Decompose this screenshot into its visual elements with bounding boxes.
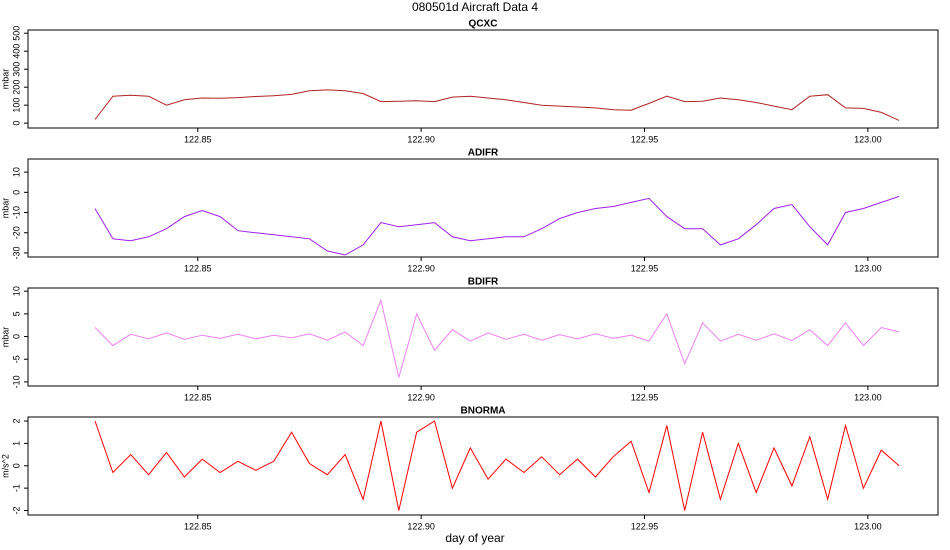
y-tick-label: 100	[11, 98, 21, 113]
y-tick-label: -10	[11, 375, 21, 388]
x-tick-label: 123.00	[854, 263, 882, 273]
panel-title: BNORMA	[461, 406, 506, 417]
data-line	[94, 298, 900, 378]
data-line	[94, 89, 900, 121]
x-axis-label: day of year	[445, 531, 504, 545]
y-tick-label: -5	[11, 355, 21, 363]
y-tick-label: 300	[11, 62, 21, 77]
data-line	[94, 420, 900, 511]
plot-frame	[27, 158, 939, 258]
x-tick-label: 122.95	[631, 392, 659, 402]
y-tick-label: 0	[11, 334, 21, 339]
y-tick-label: 5	[11, 311, 21, 316]
x-tick-label: 122.90	[407, 134, 435, 144]
main-title: 080501d Aircraft Data 4	[412, 0, 538, 14]
x-tick-label: 123.00	[854, 521, 882, 531]
y-tick-label: 10	[11, 167, 21, 177]
plot-frame	[27, 29, 939, 129]
panel-title: QCXC	[469, 19, 498, 30]
y-tick-label: -20	[11, 226, 21, 239]
y-tick-label: -10	[11, 206, 21, 219]
x-tick-label: 122.85	[184, 521, 212, 531]
y-tick-label: 0	[11, 190, 21, 195]
x-tick-label: 123.00	[854, 392, 882, 402]
x-tick-label: 122.90	[407, 392, 435, 402]
y-tick-label: 500	[11, 26, 21, 41]
y-tick-label: -30	[11, 246, 21, 259]
y-axis-label: mbar	[0, 198, 10, 219]
x-tick-label: 122.85	[184, 392, 212, 402]
panel-title: ADIFR	[468, 148, 499, 159]
y-tick-label: 2	[11, 419, 21, 424]
x-tick-label: 123.00	[854, 134, 882, 144]
x-tick-label: 122.85	[184, 263, 212, 273]
y-axis-label: m/s^2	[0, 454, 10, 478]
x-tick-label: 122.95	[631, 263, 659, 273]
plot-frame	[27, 287, 939, 387]
panel-title: BDIFR	[468, 277, 499, 288]
data-line	[94, 195, 900, 256]
y-tick-label: 400	[11, 44, 21, 59]
x-tick-label: 122.95	[631, 521, 659, 531]
y-tick-label: -2	[11, 507, 21, 515]
y-axis-label: mbar	[0, 69, 10, 90]
x-tick-label: 122.85	[184, 134, 212, 144]
y-tick-label: 200	[11, 80, 21, 95]
x-tick-label: 122.90	[407, 521, 435, 531]
y-tick-label: 10	[11, 286, 21, 296]
plot-frame	[27, 416, 939, 516]
y-axis-label: mbar	[0, 327, 10, 348]
y-tick-label: 0	[11, 463, 21, 468]
x-tick-label: 122.95	[631, 134, 659, 144]
x-tick-label: 122.90	[407, 263, 435, 273]
y-tick-label: 0	[11, 121, 21, 126]
y-tick-label: 1	[11, 441, 21, 446]
y-tick-label: -1	[11, 484, 21, 492]
